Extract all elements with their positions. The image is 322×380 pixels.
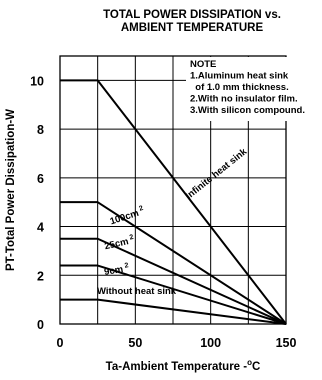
- x-axis-label-base: Ta-Ambient Temperature -: [106, 361, 248, 373]
- note-heading: NOTE: [190, 59, 216, 70]
- chart-title-line-1: TOTAL POWER DISSIPATION vs.: [103, 9, 281, 21]
- series-line-25cm2: [60, 237, 287, 325]
- note-line: of 1.0 mm thickness.: [190, 82, 289, 93]
- x-tick-label: 50: [128, 336, 142, 350]
- note-line: 3.With silicon compound.: [190, 105, 305, 116]
- note-line: 2.With no insulator film.: [190, 94, 298, 105]
- note-background: [186, 57, 320, 121]
- y-tick-label: 8: [37, 123, 44, 137]
- series-label-superscript: 2: [129, 234, 134, 242]
- x-axis-label: Ta-Ambient Temperature -oC: [106, 358, 261, 373]
- series-label-infinite: Infinite heat sink: [184, 146, 250, 202]
- y-tick-label: 2: [37, 269, 44, 283]
- series-label-text: 25cm: [103, 236, 129, 252]
- series-label-superscript: 2: [124, 262, 129, 270]
- series-label-text: Infinite heat sink: [184, 146, 250, 202]
- series-label-text: 9cm: [103, 264, 124, 278]
- series-label-100cm2: 100cm2: [108, 205, 146, 227]
- plot-frame: [59, 55, 287, 325]
- x-axis-label-degree: o: [247, 358, 252, 367]
- series-label-25cm2: 25cm2: [103, 234, 135, 253]
- series-label-text: Without heat sink: [97, 286, 177, 297]
- y-axis-label: PT-Total Power Dissipation-W: [5, 109, 17, 271]
- series-layer: [60, 79, 287, 325]
- series-label-9cm2: 9cm2: [103, 262, 130, 278]
- series-label-without: Without heat sink: [97, 286, 177, 297]
- series-line-without: [60, 298, 287, 325]
- y-tick-label: 0: [37, 318, 44, 332]
- tick-labels: 0 50 100 150 0 2 4 6 8 10: [30, 74, 296, 350]
- y-tick-label: 6: [37, 172, 44, 186]
- series-line-9cm2: [60, 264, 287, 325]
- chart-title-line-2: AMBIENT TEMPERATURE: [121, 22, 264, 34]
- note-line: 1.Aluminum heat sink: [190, 71, 289, 82]
- y-tick-label: 10: [30, 74, 44, 88]
- y-tick-label: 4: [37, 221, 44, 235]
- x-tick-label: 0: [57, 336, 64, 350]
- x-tick-label: 100: [200, 336, 221, 350]
- series-label-superscript: 2: [138, 205, 144, 213]
- x-axis-label-unit: C: [252, 361, 260, 373]
- x-tick-label: 150: [276, 336, 297, 350]
- chart-title: TOTAL POWER DISSIPATION vs. AMBIENT TEMP…: [103, 9, 281, 34]
- series-line-infinite: [60, 79, 287, 325]
- series-line-100cm2: [60, 201, 287, 325]
